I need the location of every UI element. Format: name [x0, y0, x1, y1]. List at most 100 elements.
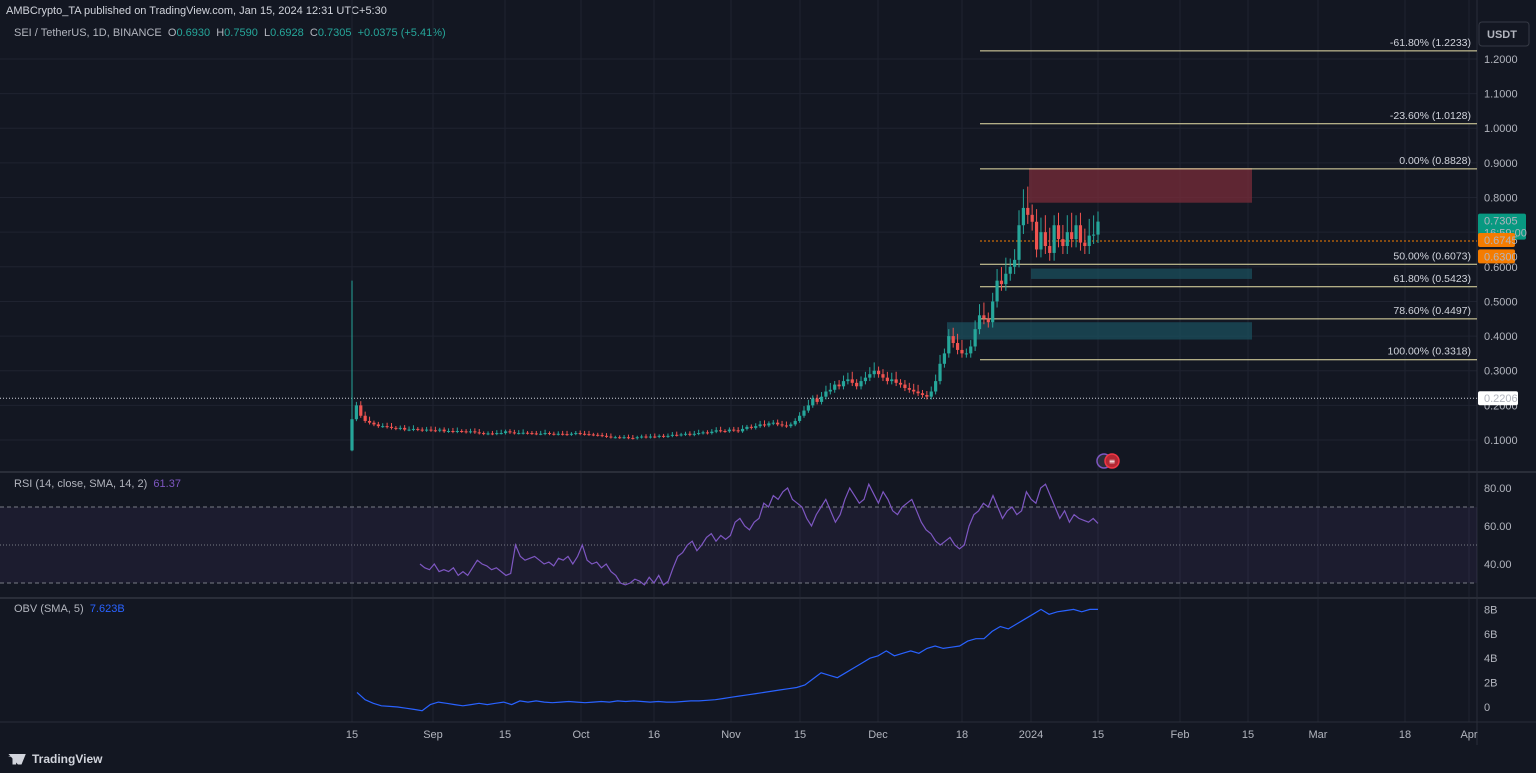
- time-tick-8: 18: [956, 729, 968, 741]
- candle-body-100: [789, 424, 793, 427]
- tradingview-icon: [8, 753, 26, 765]
- candle-body-7: [381, 426, 385, 428]
- candle-body-31: [486, 433, 490, 435]
- candle-body-42: [534, 433, 538, 435]
- candle-body-50: [569, 433, 574, 435]
- rsi-legend: RSI (14, close, SMA, 14, 2) 61.37: [14, 478, 181, 490]
- candle-body-165: [1074, 225, 1078, 240]
- candle-body-30: [482, 433, 486, 435]
- close-label: C: [309, 27, 318, 39]
- candle-body-84: [719, 430, 723, 432]
- time-tick-0: 15: [346, 729, 358, 741]
- candle-body-8: [385, 426, 389, 428]
- candle-body-79: [697, 433, 701, 435]
- price-tick-6: 0.6000: [1484, 262, 1518, 274]
- candle-body-96: [771, 422, 775, 424]
- candle-body-48: [561, 433, 565, 435]
- candle-body-134: [938, 363, 942, 382]
- candle-body-136: [947, 336, 951, 354]
- candle-body-27: [468, 431, 473, 433]
- candle-body-28: [473, 431, 477, 433]
- candle-body-34: [499, 433, 503, 435]
- price-tick-7: 0.5000: [1484, 296, 1518, 308]
- price-tick-11: 0.1000: [1484, 435, 1518, 447]
- time-tick-3: Oct: [572, 729, 589, 741]
- candle-body-132: [929, 391, 933, 397]
- candle-body-56: [596, 434, 600, 436]
- candle-body-16: [420, 429, 424, 431]
- candle-body-119: [872, 370, 876, 375]
- candle-body-166: [1078, 225, 1083, 243]
- candle-body-75: [679, 434, 683, 436]
- symbol-legend: SEI / TetherUS, 1D, BINANCE O0.6930 H0.7…: [14, 27, 446, 39]
- candle-body-110: [833, 384, 837, 390]
- candle-body-66: [640, 436, 644, 438]
- candle-body-80: [701, 432, 705, 434]
- candle-body-19: [433, 430, 437, 432]
- candle-body-54: [587, 434, 591, 436]
- candle-body-77: [688, 433, 692, 435]
- candle-body-37: [512, 432, 516, 434]
- candle-body-138: [955, 343, 960, 350]
- symbol-name[interactable]: SEI / TetherUS, 1D, BINANCE: [14, 27, 162, 39]
- candle-body-131: [925, 394, 929, 397]
- open-label: O: [167, 27, 177, 39]
- candle-body-58: [604, 435, 609, 437]
- candle-body-24: [455, 430, 459, 432]
- candle-body-21: [442, 429, 446, 432]
- obv-tick-0: 8B: [1484, 604, 1497, 616]
- candle-body-40: [525, 432, 530, 434]
- candle-body-65: [635, 437, 639, 439]
- rsi-tick-0: 80.00: [1484, 483, 1512, 495]
- candle-body-15: [416, 428, 420, 430]
- price-tick-8: 0.4000: [1484, 331, 1518, 343]
- zones: [947, 168, 1252, 340]
- candle-body-83: [714, 430, 718, 432]
- zone-demand-2: [947, 322, 1252, 340]
- currency-label: USDT: [1487, 29, 1517, 41]
- fib-label-6: 100.00% (0.3318): [1388, 346, 1471, 358]
- candle-body-22: [446, 430, 451, 432]
- candle-body-160: [1052, 225, 1056, 253]
- candle-body-115: [855, 382, 859, 387]
- event-marker-flag[interactable]: ≡: [1096, 453, 1120, 469]
- candle-body-33: [495, 433, 499, 435]
- candle-body-0: [350, 419, 354, 451]
- footer-bar: [0, 746, 1536, 773]
- candle-body-95: [767, 423, 771, 426]
- tradingview-logo[interactable]: TradingView: [8, 752, 102, 766]
- time-tick-7: Dec: [868, 729, 888, 741]
- candle-body-38: [517, 433, 521, 435]
- candle-body-6: [376, 424, 380, 427]
- low-label: L: [263, 27, 271, 39]
- candle-body-71: [661, 435, 666, 437]
- candle-body-143: [977, 315, 982, 330]
- obv-label[interactable]: OBV (SMA, 5): [14, 603, 84, 615]
- candle-body-35: [503, 431, 508, 434]
- candle-body-9: [389, 426, 394, 428]
- candle-body-144: [982, 315, 986, 319]
- time-tick-14: 18: [1399, 729, 1411, 741]
- price-tick-3: 0.9000: [1484, 158, 1518, 170]
- publisher-header: AMBCrypto_TA published on TradingView.co…: [6, 5, 387, 17]
- candle-body-147: [995, 280, 999, 302]
- candle-body-10: [394, 427, 398, 429]
- candle-body-164: [1070, 232, 1074, 240]
- time-tick-13: Mar: [1309, 729, 1328, 741]
- candle-body-86: [727, 429, 731, 432]
- rsi-value: 61.37: [153, 478, 181, 490]
- candle-body-156: [1034, 221, 1039, 250]
- event-icon-2[interactable]: [1104, 453, 1120, 469]
- rsi-label[interactable]: RSI (14, close, SMA, 14, 2): [14, 478, 148, 490]
- candle-body-93: [758, 424, 762, 427]
- time-axis: 15 Sep 15 Oct 16 Nov 15 Dec 18 2024 15 Feb 15 Mar 18 Ap…: [346, 729, 1478, 741]
- candle-body-12: [403, 427, 407, 430]
- orange-badge-2-text: 0.6300: [1484, 251, 1518, 263]
- candle-body-72: [666, 435, 670, 437]
- time-tick-5: Nov: [721, 729, 741, 741]
- obv-tick-3: 2B: [1484, 678, 1497, 690]
- candle-body-146: [991, 301, 995, 323]
- candle-body-123: [890, 379, 894, 382]
- candle-body-145: [986, 318, 990, 323]
